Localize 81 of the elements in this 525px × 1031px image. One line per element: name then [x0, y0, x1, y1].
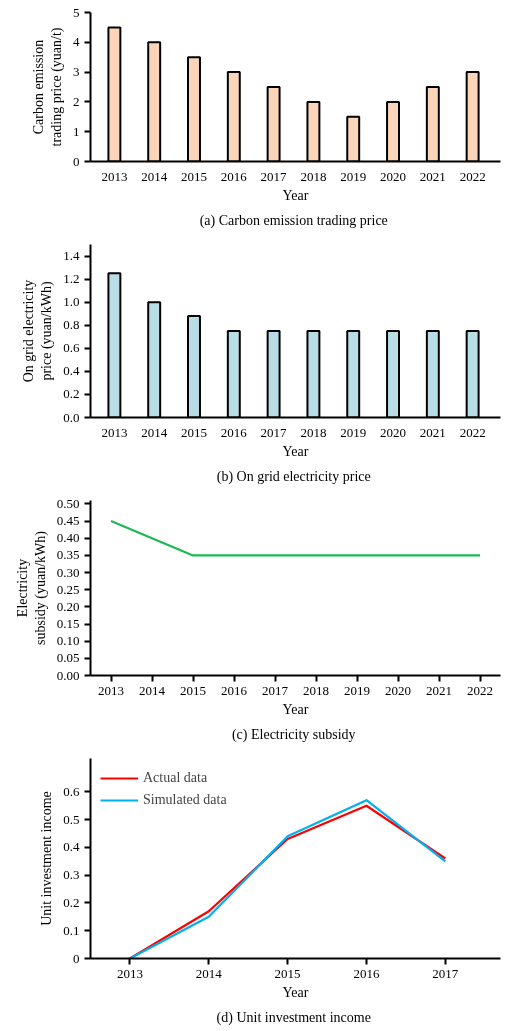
x-tick-label: 2013: [98, 682, 124, 698]
x-tick-label: 2017: [432, 965, 459, 981]
x-tick-label: 2013: [116, 965, 143, 981]
x-tick-label: 2020: [380, 424, 407, 440]
x-tick-label: 2018: [300, 424, 327, 440]
x-tick-label: 2018: [303, 682, 329, 698]
x-tick-label: 2022: [467, 682, 493, 698]
y-tick-label: 1.0: [63, 294, 80, 310]
x-tick-label: 2015: [274, 965, 301, 981]
y-tick-label: 0.50: [56, 495, 80, 511]
x-tick-label: 2014: [141, 168, 168, 184]
y-tick-label: 0.6: [63, 340, 80, 356]
y-tick-label: 1: [73, 123, 80, 139]
x-tick-label: 2013: [101, 424, 128, 440]
y-axis-title: Unit investment income: [39, 791, 55, 926]
y-tick-label: 0.8: [63, 317, 80, 333]
text: (d) Unit investment income: [216, 1009, 371, 1026]
x-tick-label: 2021: [426, 682, 452, 698]
x-tick-label: 2022: [459, 424, 486, 440]
y-tick-label: 1.2: [63, 271, 80, 287]
x-tick-label: 2021: [419, 168, 446, 184]
y-tick-label: 0.00: [56, 667, 80, 683]
x-tick-label: 2019: [344, 682, 370, 698]
y-axis-title: Electricity subsidy (yuan/kWh): [14, 530, 49, 645]
x-tick-label: 2016: [353, 965, 380, 981]
y-tick-label: 0: [73, 950, 80, 966]
y-tick-label: 0.25: [56, 581, 80, 597]
y-tick-label: 1.4: [63, 248, 80, 264]
y-axis-title: On grid electricity price (yuan/kWh): [21, 279, 56, 383]
text: (b) On grid electricity price: [216, 468, 371, 485]
y-tick-label: 0.4: [63, 363, 80, 379]
y-tick-label: 0.40: [56, 530, 80, 546]
x-tick-label: 2016: [220, 168, 248, 184]
x-tick-label: 2016: [220, 424, 248, 440]
y-tick-label: 0.20: [56, 598, 80, 614]
y-tick-label: 0.0: [63, 409, 80, 425]
y-tick-label: 0.3: [63, 867, 80, 883]
y-tick-label: 0.45: [56, 513, 80, 529]
y-tick-label: 0.6: [63, 783, 80, 799]
x-tick-label: 2017: [260, 424, 288, 440]
x-tick-label: 2013: [101, 168, 128, 184]
x-tick-label: 2014: [139, 682, 166, 698]
y-tick-label: 0.2: [63, 386, 80, 402]
y-tick-label: 0.30: [56, 564, 80, 580]
y-tick-label: 0: [73, 153, 80, 169]
y-tick-label: 0.2: [63, 894, 80, 910]
y-tick-label: 2: [73, 93, 80, 109]
y-tick-label: 0.1: [63, 922, 80, 938]
text: (c) Electricity subsidy: [231, 726, 356, 743]
legend-label: Simulated data: [143, 792, 227, 808]
y-tick-label: 4: [73, 34, 80, 50]
y-tick-label: 0.4: [63, 839, 80, 855]
x-axis-title: Year: [282, 984, 309, 1000]
x-tick-label: 2022: [459, 168, 486, 184]
x-tick-label: 2014: [195, 965, 223, 981]
x-tick-label: 2017: [260, 168, 288, 184]
x-tick-label: 2021: [419, 424, 446, 440]
x-axis-title: Year: [282, 187, 309, 203]
x-tick-label: 2017: [262, 682, 289, 698]
x-tick-label: 2016: [221, 682, 248, 698]
y-tick-label: 0.10: [56, 633, 80, 649]
legend-label: Actual data: [143, 770, 208, 786]
y-tick-label: 0.35: [56, 547, 80, 563]
y-tick-label: 0.15: [56, 616, 80, 632]
y-tick-label: 3: [73, 64, 80, 80]
x-tick-label: 2015: [180, 682, 206, 698]
y-tick-label: 0.5: [63, 811, 80, 827]
x-tick-label: 2018: [300, 168, 327, 184]
x-tick-label: 2015: [181, 424, 207, 440]
x-axis-title: Year: [282, 443, 309, 459]
y-tick-label: 5: [73, 4, 80, 20]
y-tick-label: 0.05: [56, 650, 80, 666]
x-tick-label: 2015: [181, 168, 207, 184]
y-axis-title: Carbon emission trading price (yuan/t): [31, 27, 65, 147]
x-tick-label: 2019: [340, 424, 367, 440]
x-tick-label: 2019: [340, 168, 367, 184]
x-axis-title: Year: [282, 701, 309, 717]
x-tick-label: 2014: [141, 424, 168, 440]
x-tick-label: 2020: [380, 168, 407, 184]
x-tick-label: 2020: [385, 682, 411, 698]
text: (a) Carbon emission trading price: [199, 212, 388, 229]
